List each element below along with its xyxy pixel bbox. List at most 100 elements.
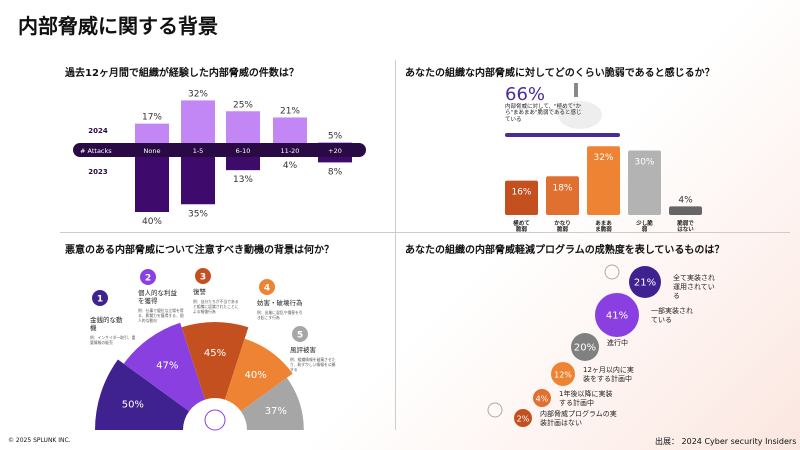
- maturity-label: 一部実装されている: [651, 307, 693, 324]
- bar-value-label: 16%: [511, 188, 531, 198]
- bubble-value: 2%: [517, 415, 530, 424]
- axis-label: # Attacks: [80, 147, 112, 155]
- motive-number: 5: [297, 331, 303, 341]
- motive-number-badge: [195, 268, 211, 284]
- gear-bulb-icon: [487, 402, 503, 418]
- vulnerability-bar: [628, 150, 661, 215]
- motive-desc: 例：仕事で優位な立場を得る、影響力を獲得する、個人的な動向: [138, 308, 184, 323]
- maturity-bubble: [551, 362, 575, 386]
- category-label: None: [144, 147, 161, 155]
- category-label: 極めて脆弱: [513, 220, 530, 234]
- vulnerability-bar: [587, 146, 620, 215]
- motive-label: 妨害・破壊行為: [257, 298, 303, 307]
- bubble-value: 20%: [574, 343, 596, 354]
- motive-desc: 例：組織情報を破棄させたり、恥ずかしい情報を公開する: [290, 357, 336, 372]
- bar-label-2023: 4%: [283, 161, 298, 171]
- category-label: 6-10: [236, 147, 251, 155]
- bar-label-2023: 40%: [142, 217, 162, 227]
- motive-segment: [240, 377, 304, 430]
- category-label: 11-20: [281, 147, 300, 155]
- motive-number-badge: [259, 279, 275, 295]
- legend-2023: 2023: [88, 168, 108, 176]
- motive-number-badge: [92, 290, 108, 306]
- vulnerability-bar: [546, 176, 579, 215]
- motive-number-badge: [292, 326, 308, 342]
- motive-desc: 例：自分たちが不当であると組織に認識されたことによる報復行為: [193, 299, 239, 314]
- bubble-value: 41%: [606, 311, 628, 322]
- highlight-text: 内部脅威に対して、"極めて"から"まあまあ"脆弱であると感じている: [505, 103, 582, 124]
- segment-value: 50%: [122, 399, 144, 410]
- bar-2023: [181, 150, 215, 205]
- category-label: 1-5: [193, 147, 204, 155]
- copyright: © 2025 SPLUNK INC.: [8, 437, 71, 444]
- segment-value: 40%: [245, 370, 267, 381]
- highlight-value: 66%: [505, 84, 545, 105]
- bar-label-2023: 8%: [328, 167, 343, 177]
- segment-value: 45%: [204, 348, 226, 359]
- vertical-divider: [395, 60, 396, 430]
- bar-label-2023: 35%: [188, 209, 208, 219]
- gear-hand-icon: [604, 264, 620, 280]
- motive-label: 個人的な利益を獲得: [138, 288, 177, 305]
- page-title: 内部脅威に関する背景: [18, 14, 218, 38]
- segment-value: 37%: [265, 406, 287, 417]
- maturity-label: 内部脅威プログラムの実装計画はない: [540, 410, 617, 427]
- motive-number: 4: [264, 284, 270, 294]
- motive-label: 風評被害: [290, 345, 316, 354]
- maturity-bubble: [595, 293, 639, 337]
- horizontal-divider: [60, 232, 790, 233]
- chart3-title: 悪意のある内部脅威について注意すべき動機の背景は何か？: [65, 245, 334, 256]
- bar-value-label: 32%: [593, 153, 613, 163]
- maturity-label: 12ヶ月以内に実装をする計画中: [583, 366, 634, 383]
- category-label: 少し脆弱: [636, 220, 653, 234]
- motive-desc: 例：インサイダー取引、重要情報の販売: [90, 335, 136, 345]
- maturity-label: 全て実装され運用されている: [673, 274, 715, 300]
- motive-label: 金銭的な動機: [90, 315, 123, 332]
- motive-label: 復讐: [193, 287, 206, 296]
- bar-label-2024: 32%: [188, 89, 208, 99]
- maturity-bubble: [533, 389, 551, 407]
- bubble-value: 4%: [536, 395, 549, 404]
- maturity-label: 進行中: [607, 339, 628, 347]
- segment-value: 47%: [156, 360, 178, 371]
- bar-label-2024: 21%: [280, 106, 300, 116]
- maturity-label: 1年後以降に実装する計画中: [559, 390, 613, 407]
- bubble-value: 12%: [554, 371, 572, 380]
- bar-label-2024: 25%: [233, 100, 253, 110]
- bar-2024: [181, 100, 215, 150]
- bar-label-2024: 5%: [328, 131, 343, 141]
- bar-2023: [135, 150, 169, 212]
- motive-segment: [181, 322, 249, 400]
- legend-2024: 2024: [88, 127, 108, 135]
- chart4-title: あなたの組織の内部脅威軽減プログラムの成熟度を表しているものは？: [405, 245, 725, 256]
- motive-desc: 例：出業に混乱や損害を引き起こす行為: [257, 310, 303, 320]
- bubble-value: 21%: [634, 278, 656, 289]
- maturity-bubble: [629, 266, 661, 298]
- shadow-figure-icon: [558, 101, 602, 129]
- category-label: 脆弱ではない: [677, 220, 694, 234]
- person-icon: [574, 83, 578, 97]
- bar-label-2024: 17%: [142, 113, 162, 123]
- category-label: あまあま脆弱: [595, 220, 612, 234]
- bar-label-2023: 13%: [233, 175, 253, 185]
- bar-value-label: 18%: [552, 183, 572, 193]
- motive-segment: [224, 338, 293, 412]
- axis-pill: [73, 143, 366, 157]
- category-label: かなり脆弱: [554, 220, 571, 234]
- motive-segment: [95, 359, 190, 430]
- bar-value-label: 4%: [678, 195, 693, 205]
- maturity-bubble: [514, 409, 532, 427]
- source-note: 出展： 2024 Cyber security Insiders: [655, 437, 797, 446]
- chart2-title: あなたの組織な内部脅威に対してどのくらい脆弱であると感じるか？: [405, 68, 715, 79]
- bar-value-label: 30%: [634, 158, 654, 168]
- motive-segment: [123, 322, 206, 412]
- vulnerability-bar: [669, 206, 702, 215]
- chart1-title: 過去12ヶ月間で組織が経験した内部脅威の件数は？: [65, 68, 299, 79]
- hacker-icon: [204, 409, 226, 431]
- motive-number: 1: [97, 295, 103, 305]
- motive-number: 3: [200, 273, 206, 283]
- category-label: +20: [328, 147, 342, 155]
- motive-number-badge: [140, 269, 156, 285]
- maturity-bubble: [571, 333, 599, 361]
